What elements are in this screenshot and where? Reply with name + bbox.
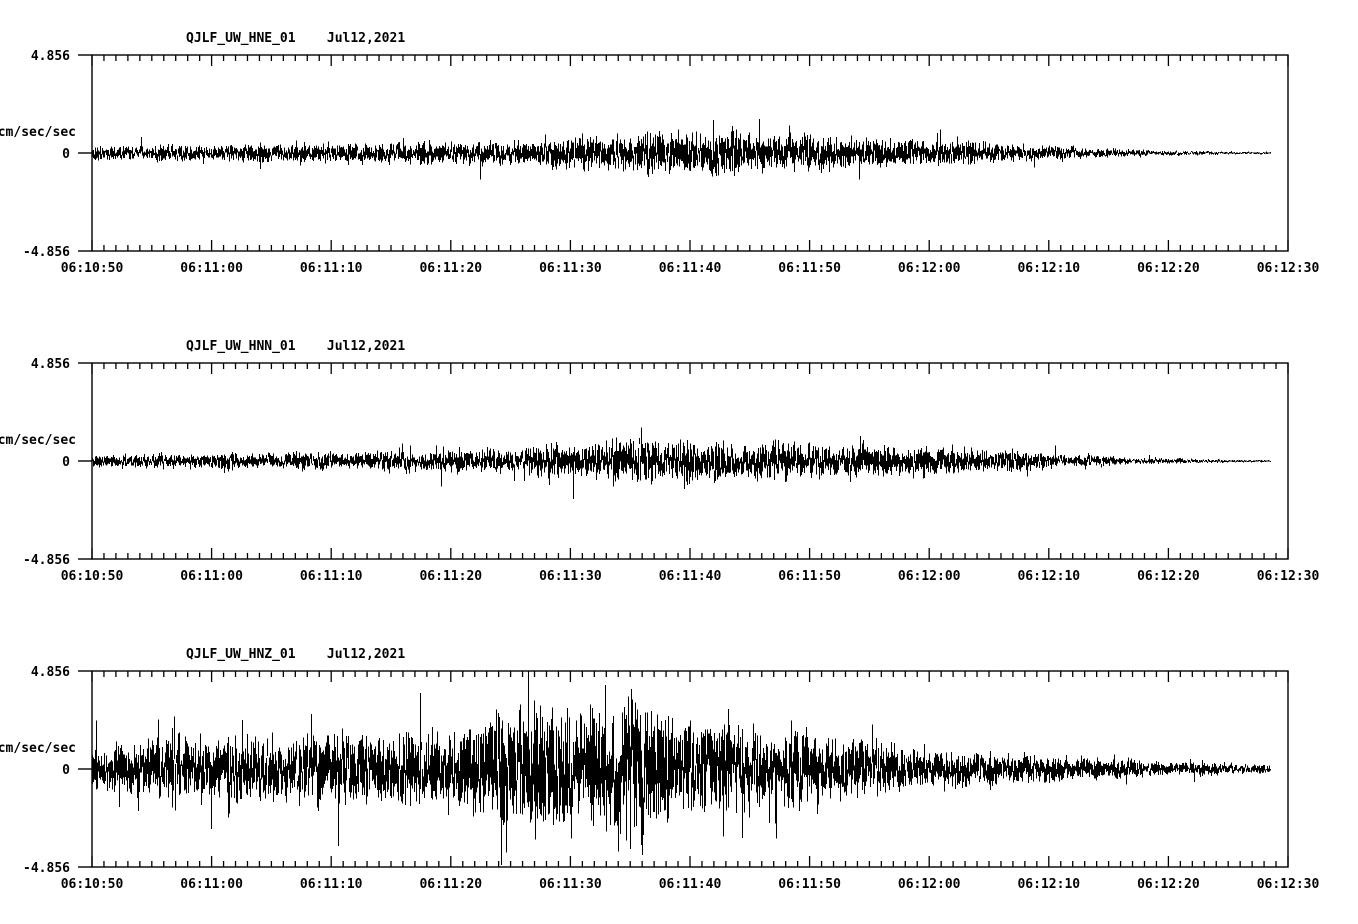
x-tick-label: 06:11:00 [180, 261, 243, 276]
x-tick-label: 06:12:10 [1017, 877, 1080, 892]
x-tick-label: 06:11:30 [539, 569, 602, 584]
waveform-trace [92, 671, 1271, 866]
panel-title-hne: QJLF_UW_HNE_01 Jul12,2021 [186, 31, 406, 46]
x-tick-label: 06:10:50 [61, 261, 124, 276]
x-tick-label: 06:12:10 [1017, 261, 1080, 276]
x-tick-label: 06:12:30 [1257, 261, 1320, 276]
x-tick-label: 06:11:10 [300, 261, 363, 276]
x-tick-label: 06:11:00 [180, 877, 243, 892]
y-tick-max-label: 4.856 [31, 357, 70, 372]
x-tick-label: 06:11:00 [180, 569, 243, 584]
x-tick-label: 06:11:40 [659, 877, 722, 892]
y-tick-min-label: -4.856 [23, 553, 70, 568]
y-tick-zero-label: 0 [62, 147, 70, 162]
y-axis-unit-label: cm/sec/sec [0, 433, 76, 448]
x-tick-label: 06:12:00 [898, 569, 961, 584]
y-tick-zero-label: 0 [62, 763, 70, 778]
x-tick-label: 06:12:30 [1257, 877, 1320, 892]
y-tick-min-label: -4.856 [23, 861, 70, 876]
seismogram-panel-hne: QJLF_UW_HNE_01 Jul12,2021 06:10:50 06:11:… [0, 0, 1358, 300]
y-axis-unit-label: cm/sec/sec [0, 741, 76, 756]
x-tick-label: 06:10:50 [61, 569, 124, 584]
x-tick-label: 06:12:10 [1017, 569, 1080, 584]
x-tick-label: 06:12:30 [1257, 569, 1320, 584]
x-tick-label: 06:11:30 [539, 877, 602, 892]
waveform-trace [92, 427, 1271, 499]
plot-area-hnn: 06:10:50 06:11:00 06:11:10 06:11:20 06:11:30… [0, 357, 1320, 584]
x-tick-label: 06:12:20 [1137, 877, 1200, 892]
waveform-trace [92, 119, 1271, 180]
x-tick-label: 06:12:00 [898, 877, 961, 892]
y-tick-min-label: -4.856 [23, 245, 70, 260]
seismogram-panel-hnn: QJLF_UW_HNN_01 Jul12,2021 06:10:50 06:11:… [0, 308, 1358, 608]
x-tick-label: 06:10:50 [61, 877, 124, 892]
x-tick-label: 06:11:20 [419, 877, 482, 892]
x-tick-label: 06:11:30 [539, 261, 602, 276]
x-tick-label: 06:11:40 [659, 261, 722, 276]
plot-area-hne: 06:10:50 06:11:00 06:11:10 06:11:20 06:11:30… [0, 49, 1320, 276]
x-tick-label: 06:12:20 [1137, 569, 1200, 584]
y-tick-max-label: 4.856 [31, 49, 70, 64]
plot-area-hnz: 06:10:50 06:11:00 06:11:10 06:11:20 06:11:30… [0, 665, 1320, 892]
x-tick-label: 06:11:20 [419, 569, 482, 584]
x-tick-label: 06:11:20 [419, 261, 482, 276]
x-tick-label: 06:12:20 [1137, 261, 1200, 276]
seismogram-panel-hnz: QJLF_UW_HNZ_01 Jul12,2021 06:10:50 06:11:… [0, 616, 1358, 924]
x-tick-label: 06:11:50 [778, 877, 841, 892]
x-tick-label: 06:11:50 [778, 261, 841, 276]
y-tick-max-label: 4.856 [31, 665, 70, 680]
y-axis-unit-label: cm/sec/sec [0, 125, 76, 140]
panel-title-hnn: QJLF_UW_HNN_01 Jul12,2021 [186, 339, 406, 354]
y-tick-zero-label: 0 [62, 455, 70, 470]
x-tick-label: 06:12:00 [898, 261, 961, 276]
panel-title-hnz: QJLF_UW_HNZ_01 Jul12,2021 [186, 647, 406, 662]
x-tick-label: 06:11:50 [778, 569, 841, 584]
x-tick-label: 06:11:40 [659, 569, 722, 584]
x-tick-label: 06:11:10 [300, 569, 363, 584]
x-tick-label: 06:11:10 [300, 877, 363, 892]
